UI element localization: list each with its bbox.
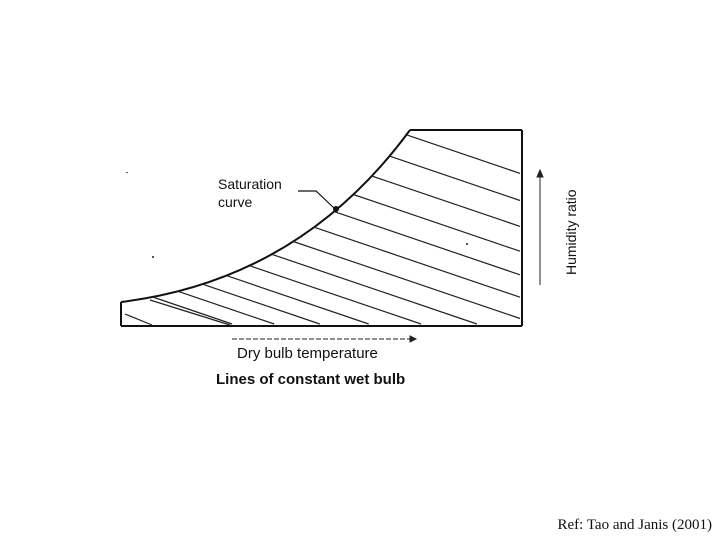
y-axis-arrow [536, 168, 544, 285]
wet-bulb-line [333, 211, 521, 276]
wet-bulb-line [152, 296, 233, 325]
wet-bulb-line [124, 313, 153, 326]
diagram-caption: Lines of constant wet bulb [216, 371, 406, 388]
wet-bulb-line [226, 275, 369, 325]
wet-bulb-line [293, 240, 521, 320]
wet-bulb-line [177, 290, 275, 325]
wet-bulb-line [353, 193, 521, 252]
saturation-point [333, 206, 339, 212]
y-axis-label: Humidity ratio [563, 189, 579, 275]
wet-bulb-line [202, 283, 320, 325]
wet-bulb-line [149, 299, 231, 326]
x-axis-arrow [232, 335, 418, 343]
chart-outline [120, 129, 523, 327]
wet-bulb-line [371, 175, 521, 227]
wet-bulb-line [406, 134, 521, 174]
wet-bulb-line [249, 265, 422, 325]
saturation-leader-line [298, 190, 335, 209]
saturation-curve [120, 129, 411, 303]
scan-specks [126, 172, 468, 258]
wet-bulb-line [271, 253, 478, 325]
x-axis-label: Dry bulb temperature [237, 345, 378, 362]
wet-bulb-lines [124, 134, 521, 326]
saturation-label-line2: curve [218, 194, 253, 210]
wet-bulb-line [313, 226, 521, 298]
wet-bulb-line [389, 155, 521, 202]
saturation-label-line1: Saturation [218, 176, 282, 192]
reference-citation: Ref: Tao and Janis (2001) [557, 517, 712, 533]
